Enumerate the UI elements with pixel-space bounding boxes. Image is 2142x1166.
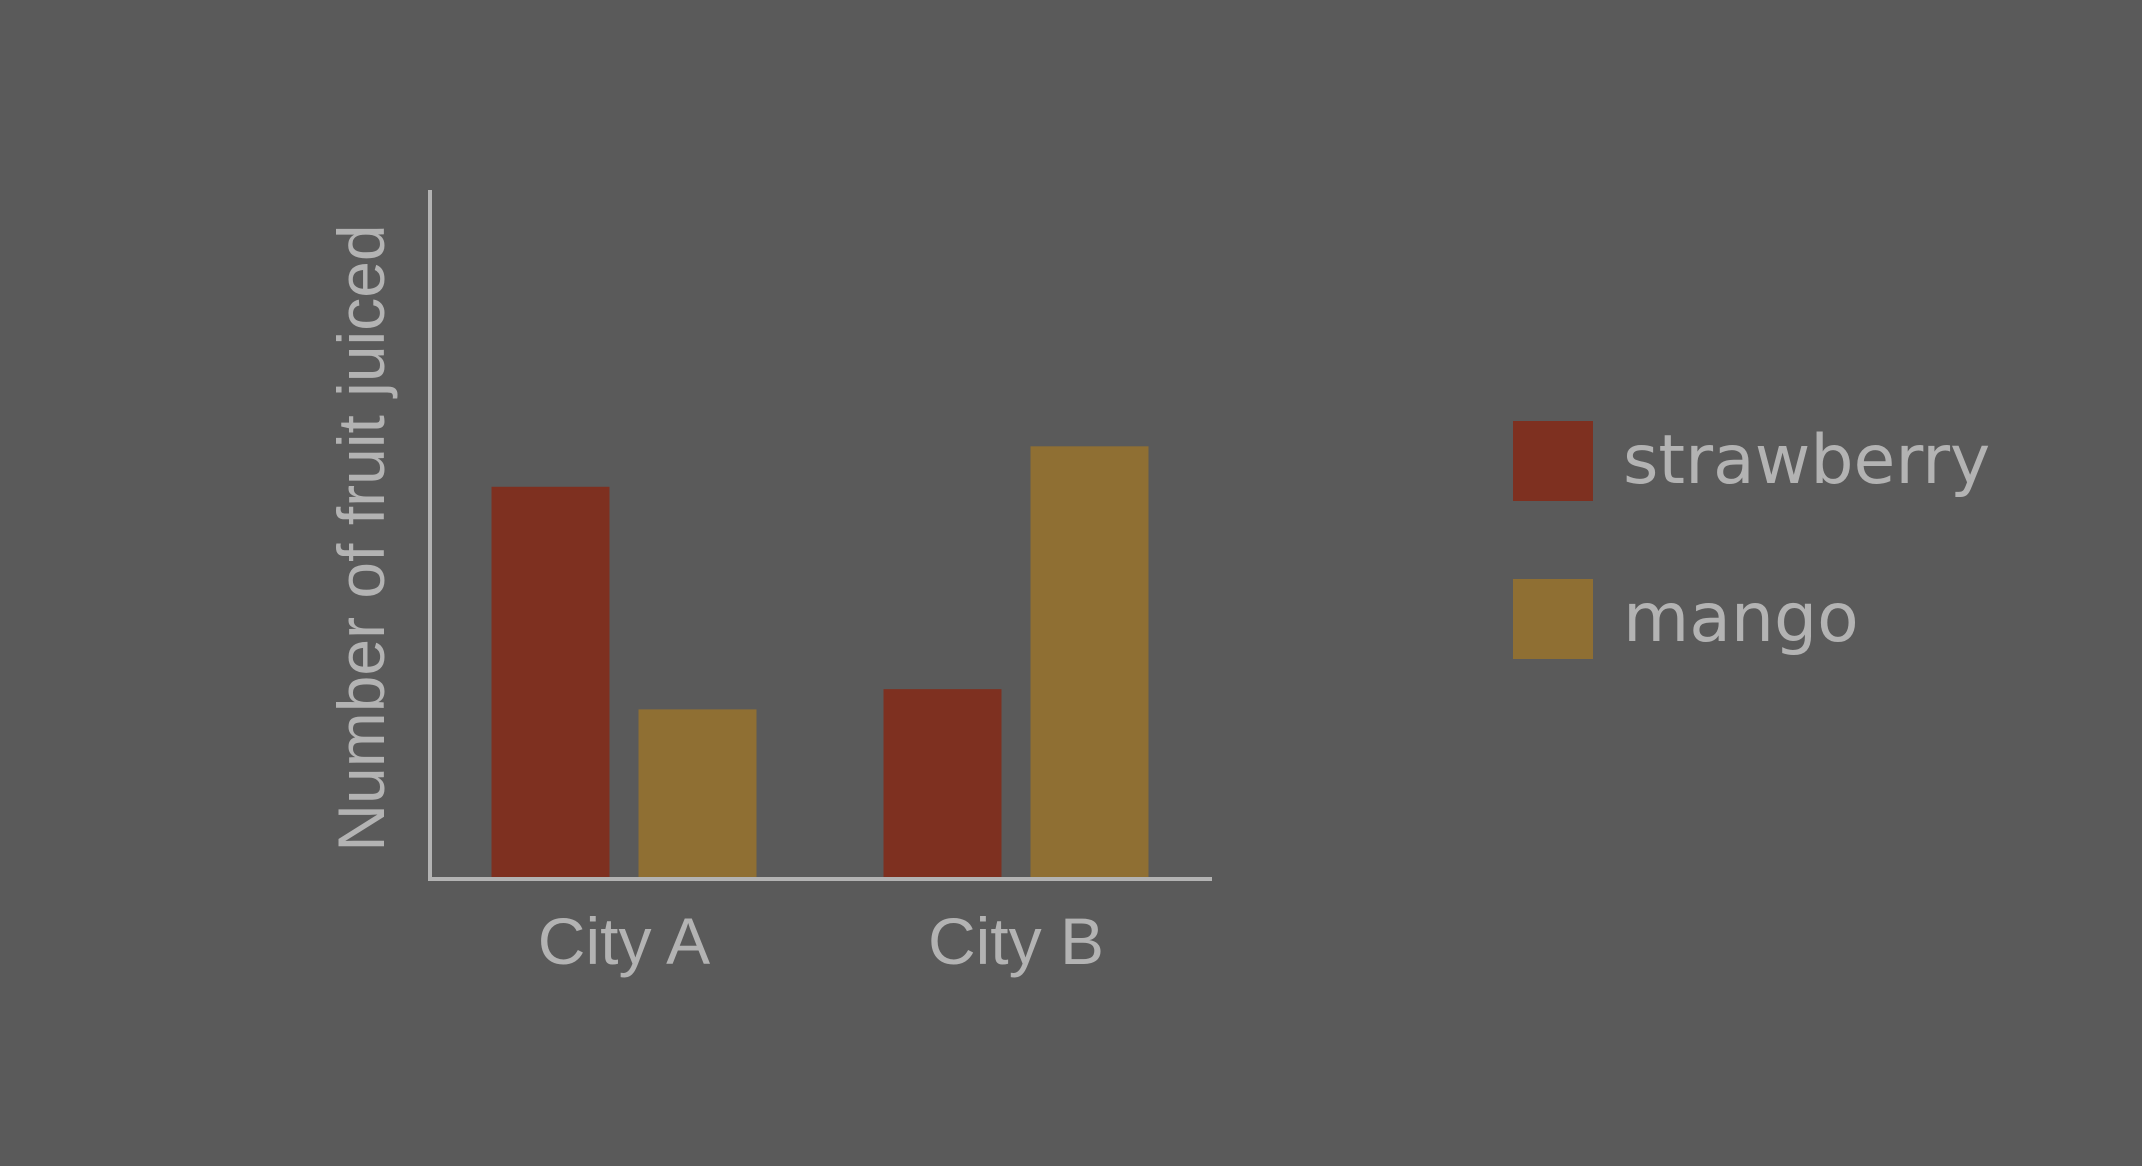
legend-swatch-strawberry	[1513, 421, 1593, 501]
y-axis-label: Number of fruit juiced	[324, 224, 398, 851]
bar-mango-city-b	[1030, 446, 1149, 878]
bars-group	[491, 446, 1149, 878]
legend-label-strawberry: strawberry	[1623, 421, 1990, 500]
bar-strawberry-city-a	[491, 486, 610, 878]
legend-label-mango: mango	[1623, 579, 1859, 658]
bar-strawberry-city-b	[883, 689, 1002, 878]
x-tick-labels: City A City B	[538, 904, 1104, 978]
legend-swatch-mango	[1513, 579, 1593, 659]
bar-mango-city-a	[638, 709, 757, 878]
legend: strawberry mango	[1513, 421, 1990, 659]
x-tick-label: City A	[538, 904, 710, 978]
x-tick-label: City B	[928, 904, 1104, 978]
